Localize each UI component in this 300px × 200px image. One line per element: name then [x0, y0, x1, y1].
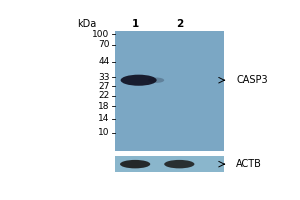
Text: 33: 33 — [98, 73, 110, 82]
Text: 2: 2 — [176, 19, 183, 29]
Text: 100: 100 — [92, 30, 110, 39]
Text: 18: 18 — [98, 102, 110, 111]
Ellipse shape — [148, 78, 164, 83]
Ellipse shape — [120, 160, 150, 168]
Text: 70: 70 — [98, 40, 110, 49]
Bar — [116, 31, 224, 151]
Text: 1: 1 — [131, 19, 139, 29]
Ellipse shape — [121, 75, 157, 86]
Text: ACTB: ACTB — [236, 159, 262, 169]
Text: kDa: kDa — [77, 19, 97, 29]
Text: CASP3: CASP3 — [236, 75, 268, 85]
Text: 10: 10 — [98, 128, 110, 137]
Text: 27: 27 — [98, 82, 110, 91]
Bar — [116, 156, 224, 172]
Text: 22: 22 — [98, 91, 110, 100]
Text: 44: 44 — [98, 57, 110, 66]
Text: 14: 14 — [98, 114, 110, 123]
Ellipse shape — [164, 160, 194, 168]
